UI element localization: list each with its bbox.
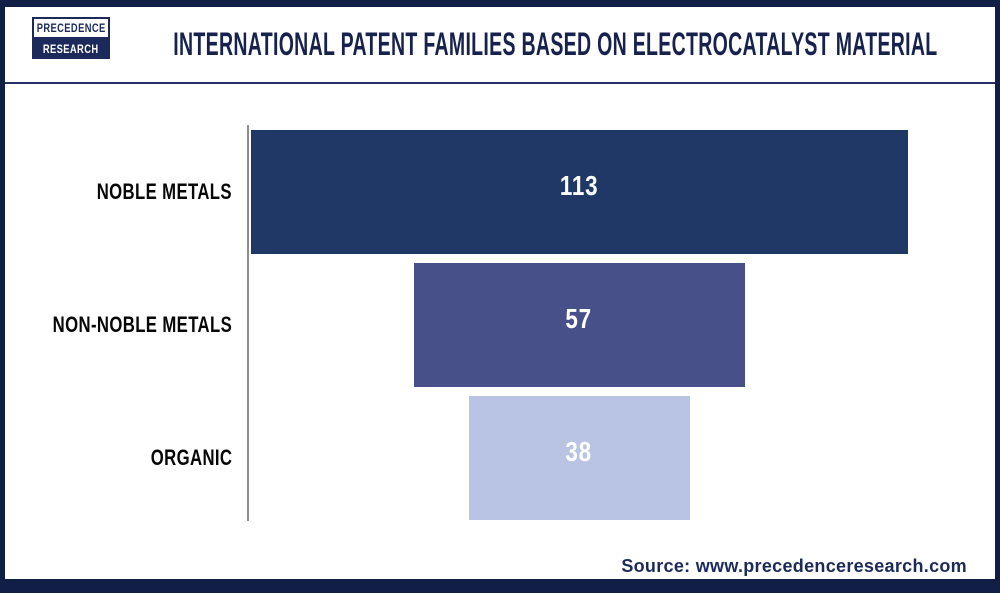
logo-line2: RESEARCH [43, 42, 99, 56]
logo-top-box: PRECEDENCE [32, 17, 110, 39]
category-label: NON-NOBLE METALS [52, 312, 232, 337]
category-label-box: NON-NOBLE METALS [15, 263, 232, 387]
category-label-box: NOBLE METALS [15, 130, 232, 254]
bar-non-noble-metals: 57 [413, 263, 745, 387]
figure-inner: PRECEDENCE RESEARCH INTERNATIONAL PATENT… [5, 7, 995, 579]
plot-area: NOBLE METALS 113 NON-NOBLE METALS 57 ORGANIC… [5, 84, 995, 544]
chart-row: ORGANIC 38 [5, 396, 995, 520]
logo-line1: PRECEDENCE [36, 21, 106, 35]
category-label: ORGANIC [150, 445, 232, 470]
source-text: Source: www.precedenceresearch.com [621, 556, 967, 576]
bar-noble-metals: 113 [250, 130, 908, 254]
bar-value-label: 57 [565, 303, 593, 334]
logo-bottom-box: RESEARCH [32, 39, 110, 59]
precedence-research-logo: PRECEDENCE RESEARCH [32, 17, 110, 59]
chart-row: NOBLE METALS 113 [5, 130, 995, 254]
bar-value-label: 113 [559, 170, 599, 201]
category-label: NOBLE METALS [96, 179, 232, 204]
page-title: INTERNATIONAL PATENT FAMILIES BASED ON E… [172, 26, 938, 62]
title-wrap: INTERNATIONAL PATENT FAMILIES BASED ON E… [145, 7, 965, 82]
bar-organic: 38 [468, 396, 690, 520]
y-axis-line [247, 125, 249, 521]
chart-row: NON-NOBLE METALS 57 [5, 263, 995, 387]
header: PRECEDENCE RESEARCH INTERNATIONAL PATENT… [5, 7, 995, 82]
bar-value-label: 38 [565, 436, 593, 467]
category-label-box: ORGANIC [15, 396, 232, 520]
header-divider [5, 82, 995, 84]
